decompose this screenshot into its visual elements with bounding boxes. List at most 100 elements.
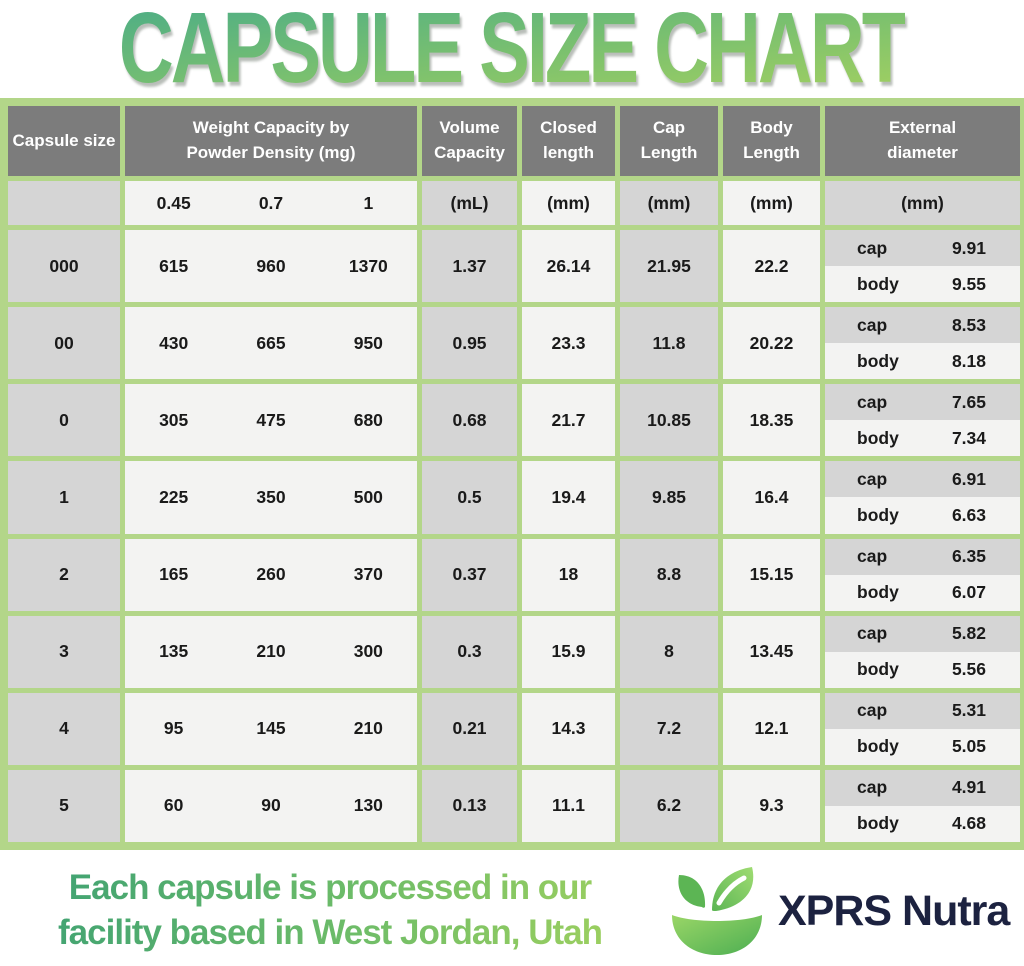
- row-external-diameter: cap 7.65 body 7.34: [825, 384, 1020, 457]
- external-body-label: body: [857, 736, 899, 757]
- external-cap-value: 6.91: [951, 468, 986, 489]
- external-cap-label: cap: [857, 237, 888, 258]
- unit-cell-body_len: (mm): [723, 181, 820, 225]
- row-capsule-size: 3: [8, 615, 120, 688]
- external-cap-label: cap: [857, 700, 888, 721]
- column-header-cap_len: Cap Length: [620, 106, 718, 176]
- title-bar: CAPSULE SIZE CHART: [0, 0, 1024, 105]
- row-weight-capacity: 430 665 950: [125, 307, 417, 380]
- row-external-diameter: cap 6.91 body 6.63: [825, 461, 1020, 534]
- row-weight-value-0: 225: [159, 486, 189, 507]
- external-cap-label: cap: [857, 391, 888, 412]
- row-weight-value-1: 665: [256, 332, 286, 353]
- external-cap-row: cap 5.82: [825, 615, 1020, 652]
- row-volume-capacity: 0.37: [422, 538, 517, 611]
- leaf-stem-line: [716, 875, 747, 906]
- row-weight-capacity: 615 960 1370: [125, 230, 417, 303]
- row-body-length: 18.35: [723, 384, 820, 457]
- row-weight-value-1: 350: [256, 486, 286, 507]
- external-body-row: body 6.63: [825, 497, 1020, 534]
- external-cap-value: 5.31: [951, 700, 986, 721]
- external-cap-row: cap 7.65: [825, 384, 1020, 421]
- row-volume-capacity: 1.37: [422, 230, 517, 303]
- external-body-value: 4.68: [951, 813, 986, 834]
- row-capsule-size: 2: [8, 538, 120, 611]
- row-capsule-size: 1: [8, 461, 120, 534]
- row-capsule-size: 4: [8, 692, 120, 765]
- row-weight-value-0: 615: [159, 255, 189, 276]
- row-external-diameter: cap 6.35 body 6.07: [825, 538, 1020, 611]
- row-closed-length: 21.7: [522, 384, 615, 457]
- external-body-value: 5.05: [951, 736, 986, 757]
- row-body-length: 12.1: [723, 692, 820, 765]
- row-cap-length: 8: [620, 615, 718, 688]
- row-weight-value-1: 960: [256, 255, 286, 276]
- row-closed-length: 18: [522, 538, 615, 611]
- external-body-label: body: [857, 504, 899, 525]
- row-weight-value-2: 210: [353, 718, 383, 739]
- column-header-body_len: Body Length: [723, 106, 820, 176]
- row-cap-length: 6.2: [620, 769, 718, 842]
- row-closed-length: 23.3: [522, 307, 615, 380]
- row-volume-capacity: 0.21: [422, 692, 517, 765]
- row-body-length: 20.22: [723, 307, 820, 380]
- row-capsule-size: 0: [8, 384, 120, 457]
- external-cap-label: cap: [857, 546, 888, 567]
- unit-cell-size: [8, 181, 120, 225]
- external-cap-row: cap 8.53: [825, 307, 1020, 344]
- row-body-length: 16.4: [723, 461, 820, 534]
- row-body-length: 9.3: [723, 769, 820, 842]
- row-capsule-size: 000: [8, 230, 120, 303]
- row-external-diameter: cap 9.91 body 9.55: [825, 230, 1020, 303]
- row-weight-value-1: 145: [256, 718, 286, 739]
- page-title: CAPSULE SIZE CHART: [119, 0, 908, 106]
- column-header-weight: Weight Capacity by Powder Density (mg): [125, 106, 417, 176]
- external-cap-label: cap: [857, 623, 888, 644]
- external-cap-value: 5.82: [951, 623, 986, 644]
- external-cap-row: cap 6.35: [825, 538, 1020, 575]
- row-volume-capacity: 0.5: [422, 461, 517, 534]
- row-volume-capacity: 0.95: [422, 307, 517, 380]
- unit-cell-weight: 0.45 0.7 1: [125, 181, 417, 225]
- unit-cell-cap_len: (mm): [620, 181, 718, 225]
- external-body-value: 9.55: [951, 273, 986, 294]
- row-external-diameter: cap 4.91 body 4.68: [825, 769, 1020, 842]
- row-weight-value-1: 90: [261, 795, 281, 816]
- row-weight-capacity: 60 90 130: [125, 769, 417, 842]
- row-external-diameter: cap 8.53 body 8.18: [825, 307, 1020, 380]
- row-closed-length: 19.4: [522, 461, 615, 534]
- row-weight-value-1: 475: [256, 409, 286, 430]
- row-weight-capacity: 135 210 300: [125, 615, 417, 688]
- external-body-row: body 5.05: [825, 728, 1020, 765]
- column-header-size: Capsule size: [8, 106, 120, 176]
- row-weight-value-0: 60: [163, 795, 184, 816]
- external-cap-row: cap 4.91: [825, 769, 1020, 806]
- row-weight-capacity: 165 260 370: [125, 538, 417, 611]
- external-cap-row: cap 6.91: [825, 461, 1020, 498]
- brand-lockup: XPRS Nutra: [664, 865, 1010, 957]
- row-closed-length: 15.9: [522, 615, 615, 688]
- row-weight-value-1: 210: [256, 641, 286, 662]
- bowl-shape: [672, 915, 762, 955]
- row-cap-length: 9.85: [620, 461, 718, 534]
- column-header-external: External diameter: [825, 106, 1020, 176]
- row-volume-capacity: 0.3: [422, 615, 517, 688]
- external-cap-value: 6.35: [951, 546, 986, 567]
- external-body-value: 6.63: [951, 504, 986, 525]
- external-cap-label: cap: [857, 468, 888, 489]
- row-weight-capacity: 95 145 210: [125, 692, 417, 765]
- external-body-row: body 5.56: [825, 651, 1020, 688]
- external-body-value: 8.18: [951, 350, 986, 371]
- row-body-length: 13.45: [723, 615, 820, 688]
- row-closed-length: 11.1: [522, 769, 615, 842]
- row-weight-value-2: 500: [353, 486, 383, 507]
- external-body-label: body: [857, 273, 899, 294]
- external-body-row: body 6.07: [825, 574, 1020, 611]
- row-cap-length: 11.8: [620, 307, 718, 380]
- row-cap-length: 10.85: [620, 384, 718, 457]
- row-weight-value-2: 370: [353, 564, 383, 585]
- external-body-value: 5.56: [951, 659, 986, 680]
- row-weight-value-2: 950: [353, 332, 383, 353]
- row-external-diameter: cap 5.31 body 5.05: [825, 692, 1020, 765]
- row-cap-length: 21.95: [620, 230, 718, 303]
